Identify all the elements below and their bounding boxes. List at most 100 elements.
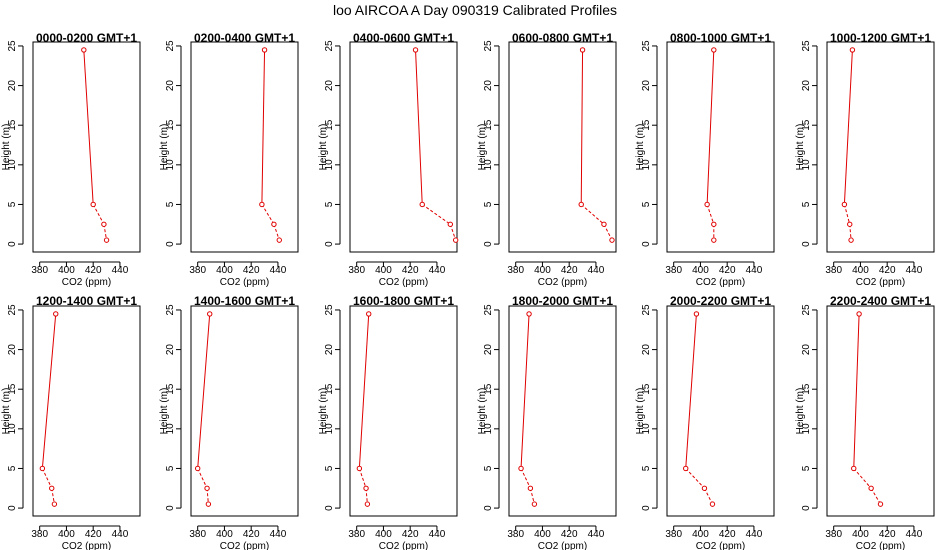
y-tick-label: 10 bbox=[801, 423, 812, 435]
y-axis-label: Height (m) bbox=[635, 124, 646, 171]
data-point bbox=[578, 201, 584, 208]
panel-title: 0800-1000 GMT+1 bbox=[670, 31, 771, 45]
profile-segment bbox=[449, 224, 457, 241]
x-tick-label: 440 bbox=[746, 265, 763, 276]
y-tick-label: 10 bbox=[483, 423, 494, 435]
data-point bbox=[693, 311, 700, 317]
data-point bbox=[848, 237, 854, 243]
y-tick-label: 0 bbox=[7, 241, 18, 247]
profile-segment bbox=[358, 313, 370, 469]
data-point bbox=[101, 221, 107, 227]
plot-frame bbox=[666, 41, 775, 253]
y-tick-label: 15 bbox=[165, 119, 176, 131]
y-tick-label: 5 bbox=[641, 465, 652, 471]
data-point bbox=[452, 237, 459, 243]
y-tick-label: 15 bbox=[483, 383, 494, 395]
x-axis-label: CO2 (ppm) bbox=[220, 277, 269, 288]
panel-title: 0600-0800 GMT+1 bbox=[512, 31, 613, 45]
data-point bbox=[412, 47, 419, 53]
data-point bbox=[49, 485, 55, 491]
x-tick-label: 400 bbox=[375, 529, 392, 540]
data-point bbox=[205, 501, 212, 507]
y-tick-label: 20 bbox=[165, 344, 176, 356]
x-tick-label: 380 bbox=[507, 529, 524, 540]
y-tick-label: 20 bbox=[7, 344, 18, 356]
y-tick-label: 15 bbox=[801, 383, 812, 395]
data-point bbox=[103, 237, 110, 243]
data-point bbox=[356, 465, 363, 472]
x-tick-label: 420 bbox=[402, 265, 419, 276]
plot-frame bbox=[190, 41, 299, 253]
profile-segment bbox=[853, 313, 860, 469]
y-tick-label: 5 bbox=[7, 465, 18, 471]
x-tick-label: 400 bbox=[216, 265, 233, 276]
panel-title: 1800-2000 GMT+1 bbox=[512, 294, 613, 308]
x-axis-label: CO2 (ppm) bbox=[538, 277, 587, 288]
y-tick-label: 15 bbox=[324, 383, 335, 395]
y-tick-label: 10 bbox=[165, 159, 176, 171]
x-tick-label: 380 bbox=[31, 529, 48, 540]
x-tick-label: 420 bbox=[243, 265, 260, 276]
x-axis-label: CO2 (ppm) bbox=[379, 277, 428, 288]
y-tick-label: 10 bbox=[7, 423, 18, 435]
profile-segment bbox=[853, 468, 872, 489]
x-tick-label: 420 bbox=[561, 529, 578, 540]
x-tick-label: 380 bbox=[507, 265, 524, 276]
profile-segment bbox=[273, 224, 280, 241]
data-point bbox=[271, 221, 277, 227]
x-tick-label: 380 bbox=[348, 265, 365, 276]
profile-segment bbox=[520, 468, 531, 489]
profile-segment bbox=[261, 49, 266, 205]
data-point bbox=[579, 47, 586, 53]
data-point bbox=[877, 501, 884, 507]
y-tick-label: 15 bbox=[483, 119, 494, 131]
x-tick-label: 420 bbox=[879, 265, 896, 276]
x-tick-label: 440 bbox=[588, 529, 605, 540]
x-axis-label: CO2 (ppm) bbox=[62, 541, 111, 550]
y-tick-label: 25 bbox=[165, 40, 176, 52]
plot-frame bbox=[32, 305, 141, 517]
y-tick-label: 25 bbox=[324, 304, 335, 316]
x-tick-label: 380 bbox=[348, 529, 365, 540]
data-point bbox=[51, 501, 58, 507]
data-point bbox=[601, 221, 607, 227]
x-tick-label: 380 bbox=[189, 529, 206, 540]
y-tick-label: 20 bbox=[324, 80, 335, 92]
y-tick-label: 5 bbox=[324, 465, 335, 471]
plot-frame bbox=[508, 41, 617, 253]
profile-segment bbox=[706, 49, 715, 205]
x-tick-label: 400 bbox=[216, 529, 233, 540]
profile-segment bbox=[870, 488, 881, 505]
y-axis-label: Height (m) bbox=[477, 388, 488, 435]
profile-segment bbox=[197, 468, 208, 489]
y-tick-label: 0 bbox=[165, 241, 176, 247]
profile-segment bbox=[685, 313, 697, 469]
data-point bbox=[366, 311, 372, 317]
data-point bbox=[204, 485, 210, 491]
x-tick-label: 440 bbox=[429, 529, 446, 540]
y-tick-label: 5 bbox=[483, 465, 494, 471]
panel-title: 0400-0600 GMT+1 bbox=[353, 31, 454, 45]
y-tick-label: 5 bbox=[483, 201, 494, 207]
data-point bbox=[261, 47, 268, 53]
x-tick-label: 420 bbox=[561, 265, 578, 276]
y-axis-label: Height (m) bbox=[795, 124, 806, 171]
x-tick-label: 420 bbox=[402, 529, 419, 540]
x-tick-label: 440 bbox=[270, 529, 287, 540]
data-point bbox=[90, 201, 96, 208]
x-tick-label: 420 bbox=[243, 529, 260, 540]
panel-title: 2000-2200 GMT+1 bbox=[670, 294, 771, 308]
y-axis-label: Height (m) bbox=[1, 388, 12, 435]
x-axis-label: CO2 (ppm) bbox=[62, 277, 111, 288]
y-tick-label: 15 bbox=[641, 119, 652, 131]
y-axis-label: Height (m) bbox=[159, 124, 170, 171]
data-point bbox=[683, 465, 689, 472]
y-tick-label: 25 bbox=[165, 304, 176, 316]
data-point bbox=[709, 501, 716, 507]
x-axis-label: CO2 (ppm) bbox=[538, 541, 587, 550]
